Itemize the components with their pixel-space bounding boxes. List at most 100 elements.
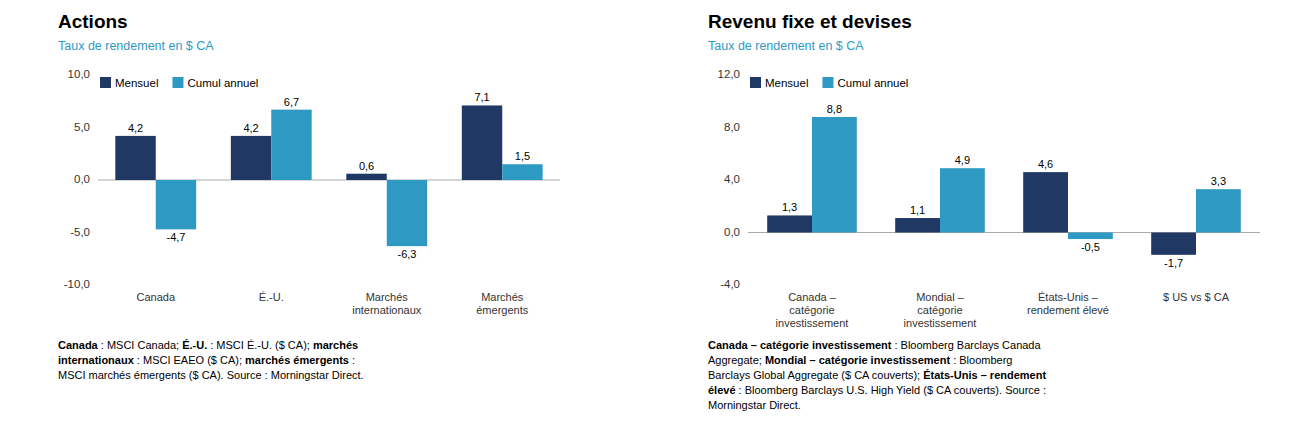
data-label: 4,6 xyxy=(1038,158,1053,170)
x-tick-label: É.-U. xyxy=(259,291,284,303)
data-labels: 1,3 1,1 4,6 -1,7 8,8 4,9 -0,5 3,3 xyxy=(782,103,1226,269)
x-tick-label: Canada –catégorieinvestissement xyxy=(776,291,849,329)
data-label: -6,3 xyxy=(397,248,416,260)
data-label: 4,9 xyxy=(955,154,970,166)
y-tick-label: -10,0 xyxy=(64,278,90,290)
footnote-segment: : MSCI Canada; xyxy=(98,339,182,351)
legend-swatch xyxy=(172,77,183,88)
y-tick-label: 5,0 xyxy=(74,121,90,133)
data-labels: 4,2 4,2 0,6 7,1 -4,7 6,7 -6,3 1,5 xyxy=(128,91,530,260)
x-tick-label-line: Canada xyxy=(136,291,175,303)
footnote: Canada – catégorie investissement : Bloo… xyxy=(708,338,1046,413)
data-label: -4,7 xyxy=(166,231,185,243)
x-axis: CanadaÉ.-U.MarchésinternationauxMarchésé… xyxy=(136,291,528,316)
subtitle: Taux de rendement en $ CA xyxy=(58,39,214,53)
bar xyxy=(812,117,857,233)
x-tick-label: $ US vs $ CA xyxy=(1163,291,1230,303)
footnote-segment: marchés émergents xyxy=(245,354,349,366)
bar xyxy=(115,136,155,180)
x-tick-label: Marchésinternationaux xyxy=(352,291,422,316)
footnote: Canada : MSCI Canada; É.-U. : MSCI É.-U.… xyxy=(58,338,364,383)
bar xyxy=(387,180,427,246)
data-label: 7,1 xyxy=(474,91,489,103)
footnote-segment: : MSCI É.-U. ($ CA); xyxy=(207,339,313,351)
y-tick-label: 0,0 xyxy=(74,173,90,185)
x-tick-label-line: internationaux xyxy=(352,304,422,316)
x-tick-label-line: États-Unis – xyxy=(1038,291,1099,303)
x-tick-label: Marchésémergents xyxy=(476,291,528,316)
x-tick-label-line: Marchés xyxy=(481,291,524,303)
subtitle: Taux de rendement en $ CA xyxy=(708,39,864,53)
x-tick-label-line: É.-U. xyxy=(259,291,284,303)
legend-swatch xyxy=(750,77,761,88)
y-axis: -4,0 0,0 4,0 8,0 12,0 xyxy=(718,68,740,290)
legend-swatch xyxy=(100,77,111,88)
y-tick-label: -5,0 xyxy=(70,226,90,238)
legend-label: Mensuel xyxy=(115,77,158,89)
y-tick-label: 4,0 xyxy=(724,173,740,185)
chart: Revenu fixe et devises Taux de rendement … xyxy=(708,11,1260,329)
bars xyxy=(767,117,1241,255)
bar xyxy=(462,105,502,180)
bars xyxy=(115,105,542,246)
data-label: 0,6 xyxy=(359,160,374,172)
y-axis: -10,0 -5,0 0,0 5,0 10,0 xyxy=(64,68,90,290)
legend: Mensuel Cumul annuel xyxy=(100,77,258,89)
x-tick-label-line: émergents xyxy=(476,304,528,316)
data-label: -1,7 xyxy=(1164,257,1183,269)
bar xyxy=(346,174,386,180)
footnote-segment: : MSCI EAEO ($ CA); xyxy=(134,354,245,366)
x-tick-label: Mondial –catégorieinvestissement xyxy=(904,291,977,329)
x-tick-label-line: $ US vs $ CA xyxy=(1163,291,1230,303)
x-tick-label-line: catégorie xyxy=(917,304,962,316)
title: Revenu fixe et devises xyxy=(708,11,912,32)
y-tick-label: 8,0 xyxy=(724,121,740,133)
footnote-segment: Canada – catégorie investissement xyxy=(708,339,891,351)
legend-label: Mensuel xyxy=(765,77,808,89)
data-label: 8,8 xyxy=(827,103,842,115)
y-tick-label: 0,0 xyxy=(724,226,740,238)
bar xyxy=(231,136,271,180)
data-label: 1,1 xyxy=(910,204,925,216)
bar xyxy=(271,110,311,180)
bar xyxy=(940,168,985,232)
legend-label: Cumul annuel xyxy=(837,77,908,89)
bar xyxy=(1068,233,1113,240)
title: Actions xyxy=(58,11,128,32)
x-tick-label: Canada xyxy=(136,291,175,303)
x-tick-label-line: investissement xyxy=(776,317,849,329)
bar xyxy=(1151,233,1196,255)
bar xyxy=(767,215,812,232)
y-tick-label: 12,0 xyxy=(718,68,740,80)
x-tick-label-line: Mondial – xyxy=(916,291,965,303)
x-tick-label-line: Marchés xyxy=(366,291,409,303)
bar xyxy=(895,218,940,232)
footnote-segment: É.-U. xyxy=(182,339,207,351)
x-tick-label: États-Unis –rendement élevé xyxy=(1027,291,1109,316)
bar xyxy=(502,164,542,180)
footnote-segment: Canada xyxy=(58,339,98,351)
chart: Actions Taux de rendement en $ CA -10,0 -5,… xyxy=(58,11,560,316)
data-label: 4,2 xyxy=(128,122,143,134)
x-tick-label-line: rendement élevé xyxy=(1027,304,1109,316)
data-label: 3,3 xyxy=(1211,175,1226,187)
legend: Mensuel Cumul annuel xyxy=(750,77,908,89)
x-tick-label-line: catégorie xyxy=(789,304,834,316)
data-label: -0,5 xyxy=(1081,241,1100,253)
data-label: 1,3 xyxy=(782,201,797,213)
y-tick-label: -4,0 xyxy=(720,278,740,290)
x-axis: Canada –catégorieinvestissementMondial –… xyxy=(776,291,1230,329)
x-tick-label-line: investissement xyxy=(904,317,977,329)
bar xyxy=(1196,189,1241,232)
data-label: 1,5 xyxy=(515,150,530,162)
x-tick-label-line: Canada – xyxy=(788,291,837,303)
legend-label: Cumul annuel xyxy=(187,77,258,89)
legend-swatch xyxy=(822,77,833,88)
footnote-segment: Mondial – catégorie investissement xyxy=(765,354,950,366)
bar xyxy=(1023,172,1068,232)
y-tick-label: 10,0 xyxy=(68,68,90,80)
data-label: 6,7 xyxy=(284,96,299,108)
footnote-segment: : Bloomberg Barclays U.S. High Yield ($ … xyxy=(708,384,1046,411)
data-label: 4,2 xyxy=(243,122,258,134)
bar xyxy=(156,180,196,229)
